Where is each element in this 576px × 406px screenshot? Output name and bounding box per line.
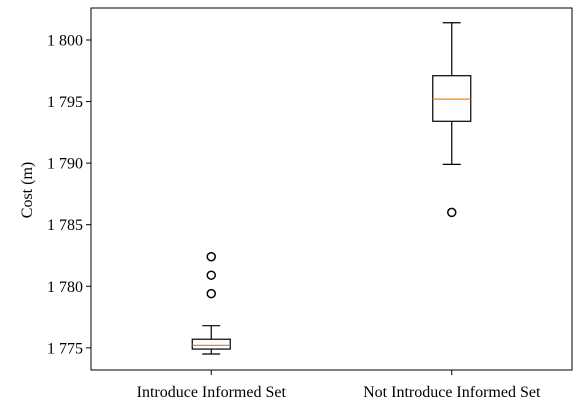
y-tick-label: 1 780 bbox=[47, 279, 83, 296]
x-axis-ticks: Introduce Informed Set Not Introduce Info… bbox=[137, 370, 541, 401]
outlier-point bbox=[447, 207, 457, 218]
y-tick-label: 1 775 bbox=[47, 340, 83, 357]
y-tick-label: 1 790 bbox=[47, 156, 83, 173]
outlier-point bbox=[206, 288, 216, 299]
y-tick-label: 1 785 bbox=[47, 217, 83, 234]
plot-frame bbox=[90, 7, 573, 371]
iqr-box bbox=[432, 75, 472, 122]
y-axis-ticks: 1 775 1 780 1 785 1 790 1 795 1 800 bbox=[47, 33, 91, 357]
iqr-box bbox=[191, 338, 231, 350]
x-tick-label: Not Introduce Informed Set bbox=[363, 384, 541, 401]
boxes bbox=[191, 22, 472, 355]
y-tick-label: 1 800 bbox=[47, 33, 83, 50]
box-1 bbox=[191, 251, 231, 355]
outlier-point bbox=[206, 251, 216, 262]
outlier-point bbox=[206, 270, 216, 280]
y-axis-label: Cost (m) bbox=[19, 162, 36, 218]
y-tick-label: 1 795 bbox=[47, 94, 83, 111]
x-tick-label: Introduce Informed Set bbox=[137, 384, 287, 401]
box-2 bbox=[432, 22, 472, 218]
